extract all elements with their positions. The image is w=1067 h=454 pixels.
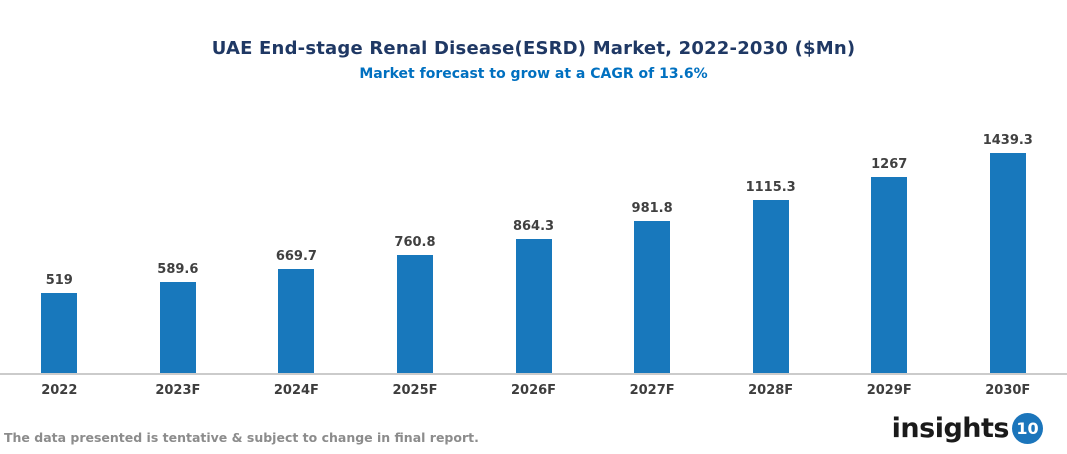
bar-column: 519 (0, 133, 119, 373)
bar (634, 220, 671, 373)
bar-chart: 519 589.6 669.7 760.8 864.3 981.8 1115.3 1267 14… (0, 133, 1067, 398)
x-axis-tick-label: 2029F (866, 383, 912, 398)
bar-column: 760.8 (356, 133, 475, 373)
plot-area: 519 589.6 669.7 760.8 864.3 981.8 1115.3 1267 14… (0, 133, 1067, 373)
bar-value-label: 1267 (871, 156, 908, 172)
bar (278, 269, 315, 373)
x-axis-tick-label: 2024F (273, 383, 319, 398)
bar-column: 1115.3 (711, 133, 830, 373)
bar-column: 669.7 (237, 133, 356, 373)
bar-column: 589.6 (119, 133, 238, 373)
insights10-logo: insights 10 (892, 413, 1043, 444)
bar-column: 1439.3 (949, 133, 1067, 373)
logo-text: insights (891, 413, 1010, 444)
bar (752, 200, 789, 373)
logo-badge: 10 (1012, 413, 1043, 444)
x-axis-tick-label: 2023F (155, 383, 201, 398)
bar-column: 1267 (830, 133, 949, 373)
chart-header: UAE End-stage Renal Disease(ESRD) Market… (0, 0, 1067, 82)
bar-column: 981.8 (593, 133, 712, 373)
x-axis-line (0, 373, 1067, 375)
bar (41, 292, 78, 373)
bar-value-label: 981.8 (631, 200, 673, 216)
bar (515, 239, 552, 373)
x-axis-tick-label: 2026F (511, 383, 557, 398)
chart-title: UAE End-stage Renal Disease(ESRD) Market… (211, 38, 856, 59)
bar (989, 153, 1026, 373)
x-axis-tick-label: 2028F (748, 383, 794, 398)
x-axis-tick-label: 2027F (629, 383, 675, 398)
bar-value-label: 864.3 (512, 219, 555, 235)
x-axis-tick-label: 2030F (985, 383, 1031, 398)
disclaimer-text: The data presented is tentative & subjec… (4, 430, 479, 445)
bar-value-label: 519 (45, 272, 73, 288)
bar-value-label: 589.6 (157, 261, 199, 277)
bar-value-label: 669.7 (275, 249, 317, 265)
chart-subtitle: Market forecast to grow at a CAGR of 13.… (359, 66, 708, 82)
x-axis-tick-label: 2022 (41, 383, 78, 398)
bar-value-label: 1439.3 (982, 133, 1033, 148)
bar-column: 864.3 (474, 133, 593, 373)
x-axis-labels: 2022 2023F 2024F 2025F 2026F 2027F 2028F 2029F 2… (0, 375, 1067, 398)
bar (396, 255, 433, 373)
bar-value-label: 1115.3 (745, 180, 796, 196)
bar (871, 176, 908, 373)
bar (159, 281, 196, 373)
x-axis-tick-label: 2025F (392, 383, 438, 398)
bar-value-label: 760.8 (394, 235, 436, 251)
